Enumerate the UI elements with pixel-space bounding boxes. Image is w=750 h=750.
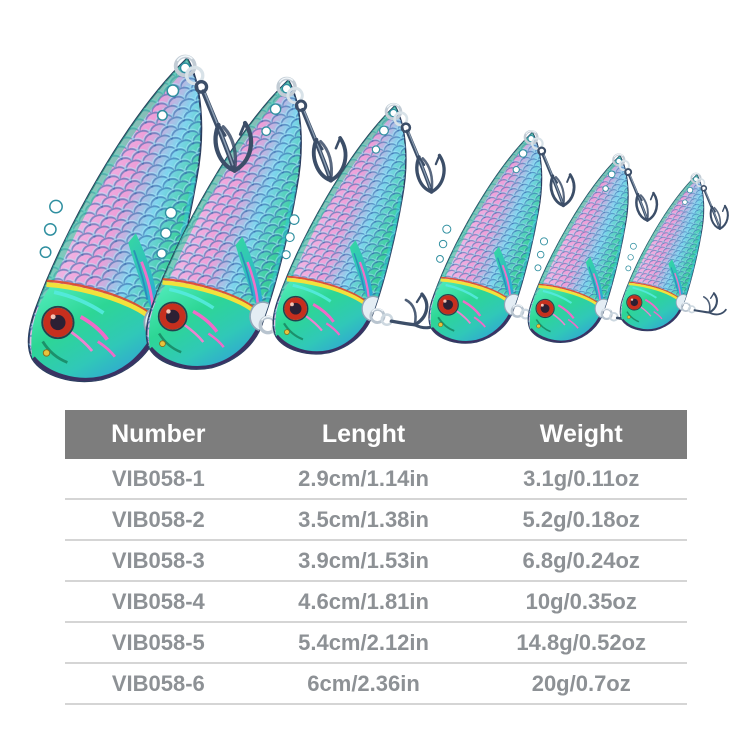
table-row: VIB058-6 6cm/2.36in 20g/0.7oz: [65, 664, 687, 705]
cell-length: 4.6cm/1.81in: [298, 588, 429, 614]
table-row: VIB058-5 5.4cm/2.12in 14.8g/0.52oz: [65, 623, 687, 664]
cell-weight: 20g/0.7oz: [531, 670, 631, 696]
lure-display: [0, 0, 750, 410]
cell-number: VIB058-5: [111, 629, 205, 655]
col-header-number: Number: [111, 420, 206, 448]
col-header-weight: Weight: [539, 420, 623, 448]
table-row: VIB058-2 3.5cm/1.38in 5.2g/0.18oz: [65, 500, 687, 541]
cell-number: VIB058-1: [111, 465, 205, 491]
cell-length: 5.4cm/2.12in: [298, 629, 429, 655]
table-header-row: Number Lenght Weight: [65, 410, 687, 459]
cell-weight: 3.1g/0.11oz: [523, 465, 640, 491]
cell-length: 2.9cm/1.14in: [298, 465, 429, 491]
cell-number: VIB058-6: [111, 670, 205, 696]
cell-number: VIB058-2: [111, 506, 205, 532]
cell-number: VIB058-3: [111, 547, 205, 573]
cell-weight: 14.8g/0.52oz: [516, 629, 647, 655]
cell-weight: 6.8g/0.24oz: [522, 547, 640, 573]
lure-6: [615, 169, 730, 339]
table-row: VIB058-4 4.6cm/1.81in 10g/0.35oz: [65, 582, 687, 623]
spec-table: Number Lenght Weight VIB058-1 2.9cm/1.14…: [65, 410, 687, 705]
table-row: VIB058-1 2.9cm/1.14in 3.1g/0.11oz: [65, 459, 687, 500]
cell-length: 6cm/2.36in: [307, 670, 420, 696]
table-row: VIB058-3 3.9cm/1.53in 6.8g/0.24oz: [65, 541, 687, 582]
cell-weight: 10g/0.35oz: [525, 588, 637, 614]
cell-weight: 5.2g/0.18oz: [522, 506, 640, 532]
col-header-length: Lenght: [321, 420, 406, 448]
cell-number: VIB058-4: [111, 588, 205, 614]
cell-length: 3.9cm/1.53in: [298, 547, 429, 573]
lures-illustration: [0, 0, 750, 410]
cell-length: 3.5cm/1.38in: [298, 506, 429, 532]
